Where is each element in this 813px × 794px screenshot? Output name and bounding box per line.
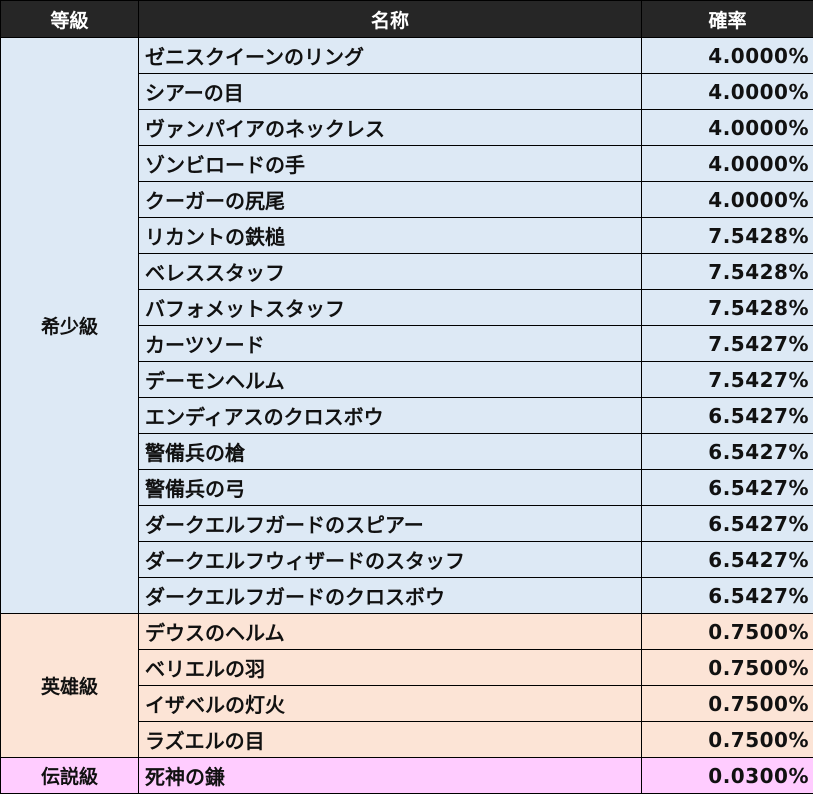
item-name-cell: ゼニスクイーンのリング [139, 38, 642, 74]
item-rate-cell: 4.0000% [642, 38, 813, 74]
item-rate-cell: 7.5427% [642, 326, 813, 362]
item-name-cell: カーツソード [139, 326, 642, 362]
item-rate-cell: 6.5427% [642, 506, 813, 542]
item-name-cell: ダークエルフガードのクロスボウ [139, 578, 642, 614]
item-name-cell: 警備兵の弓 [139, 470, 642, 506]
item-rate-cell: 7.5427% [642, 362, 813, 398]
item-rate-cell: 7.5428% [642, 254, 813, 290]
item-rate-cell: 0.0300% [642, 758, 813, 794]
item-rate-cell: 4.0000% [642, 182, 813, 218]
header-row: 等級 名称 確率 [1, 1, 813, 38]
grade-cell: 希少級 [1, 38, 139, 614]
item-rate-cell: 0.7500% [642, 722, 813, 758]
item-name-cell: バフォメットスタッフ [139, 290, 642, 326]
item-name-cell: イザベルの灯火 [139, 686, 642, 722]
item-name-cell: ダークエルフガードのスピアー [139, 506, 642, 542]
item-rate-cell: 6.5427% [642, 542, 813, 578]
item-rate-cell: 6.5427% [642, 398, 813, 434]
grade-cell: 英雄級 [1, 614, 139, 758]
item-name-cell: リカントの鉄槌 [139, 218, 642, 254]
item-name-cell: クーガーの尻尾 [139, 182, 642, 218]
header-grade: 等級 [1, 1, 139, 38]
item-name-cell: ヴァンパイアのネックレス [139, 110, 642, 146]
item-name-cell: デウスのヘルム [139, 614, 642, 650]
grade-cell: 伝説級 [1, 758, 139, 794]
header-rate: 確率 [642, 1, 813, 38]
item-rate-cell: 6.5427% [642, 578, 813, 614]
item-name-cell: 警備兵の槍 [139, 434, 642, 470]
item-rate-cell: 0.7500% [642, 650, 813, 686]
item-name-cell: ベレススタッフ [139, 254, 642, 290]
item-rate-cell: 7.5428% [642, 290, 813, 326]
item-name-cell: ダークエルフウィザードのスタッフ [139, 542, 642, 578]
item-name-cell: ベリエルの羽 [139, 650, 642, 686]
item-name-cell: シアーの目 [139, 74, 642, 110]
item-rate-cell: 0.7500% [642, 614, 813, 650]
item-rate-cell: 4.0000% [642, 146, 813, 182]
item-rate-cell: 0.7500% [642, 686, 813, 722]
item-name-cell: 死神の鎌 [139, 758, 642, 794]
item-rate-cell: 4.0000% [642, 110, 813, 146]
item-name-cell: ゾンビロードの手 [139, 146, 642, 182]
item-rate-cell: 6.5427% [642, 434, 813, 470]
item-name-cell: ラズエルの目 [139, 722, 642, 758]
item-name-cell: エンディアスのクロスボウ [139, 398, 642, 434]
item-rate-cell: 4.0000% [642, 74, 813, 110]
item-name-cell: デーモンヘルム [139, 362, 642, 398]
item-rate-cell: 6.5427% [642, 470, 813, 506]
header-name: 名称 [139, 1, 642, 38]
item-rate-cell: 7.5428% [642, 218, 813, 254]
